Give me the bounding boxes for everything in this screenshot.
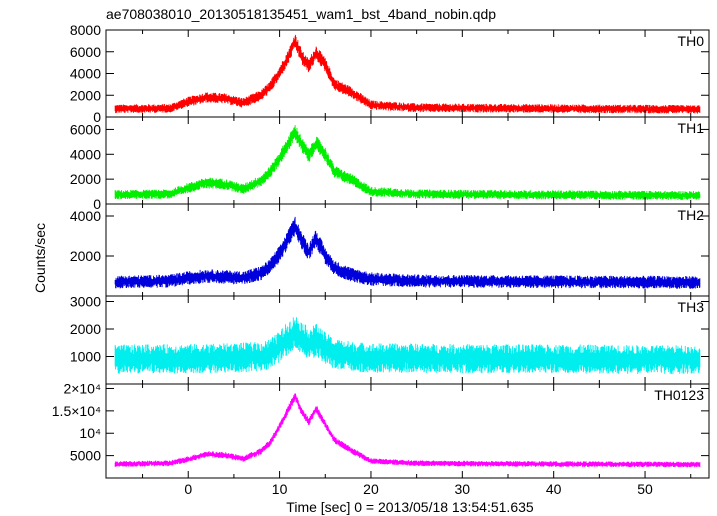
- panel-th1: 0 2000 4000 6000 TH1: [70, 116, 710, 212]
- y-tick-label: 10⁴: [79, 425, 101, 441]
- panel-label-th0: TH0: [678, 33, 705, 49]
- y-tick-label: 0: [93, 196, 101, 212]
- panels-group: 0 2000 4000 6000 8000 TH0 0 2000 4000 6000 TH1 2000…: [52, 22, 710, 479]
- x-tick-label: 50: [637, 481, 653, 497]
- y-tick-label: 2000: [70, 171, 101, 187]
- x-tick-label: 0: [184, 481, 192, 497]
- y-tick-label: 4000: [70, 208, 101, 224]
- panel-th2: 2000 4000 TH2: [70, 203, 710, 297]
- y-tick-label: 6000: [70, 44, 101, 60]
- y-tick-label: 2000: [70, 87, 101, 103]
- panel-label-th0123: TH0123: [654, 387, 704, 403]
- y-tick-label: 1000: [70, 349, 101, 365]
- series-th0: [114, 34, 701, 114]
- y-tick-label: 8000: [70, 22, 101, 38]
- x-tick-label: 10: [272, 481, 288, 497]
- series-th3: [114, 317, 701, 375]
- x-tick-labels: 0 10 20 30 40 50: [184, 481, 653, 497]
- panel-th0123: 5000 10⁴ 1.5×10⁴ 2×10⁴ TH0123: [52, 380, 710, 479]
- y-tick-label: 2×10⁴: [63, 380, 101, 396]
- panel-th0: 0 2000 4000 6000 8000 TH0: [70, 22, 710, 125]
- y-tick-label: 1.5×10⁴: [52, 403, 101, 419]
- x-axis-label: Time [sec] 0 = 2013/05/18 13:54:51.635: [286, 499, 534, 515]
- y-tick-label: 2000: [70, 248, 101, 264]
- panel-frame-th0123: [105, 383, 710, 479]
- panel-label-th2: TH2: [678, 207, 705, 223]
- x-tick-label: 20: [363, 481, 379, 497]
- series-th0123: [114, 393, 701, 468]
- panel-th3: 1000 2000 3000 TH3: [70, 294, 710, 385]
- y-tick-label: 2000: [70, 321, 101, 337]
- panel-label-th3: TH3: [678, 299, 705, 315]
- y-tick-label: 3000: [70, 294, 101, 310]
- series-th1: [114, 125, 701, 200]
- y-tick-label: 4000: [70, 66, 101, 82]
- y-tick-label: 0: [93, 109, 101, 125]
- y-tick-label: 5000: [70, 448, 101, 464]
- series-th2: [114, 216, 701, 289]
- x-tick-label: 40: [546, 481, 562, 497]
- y-axis-label: Counts/sec: [32, 223, 48, 293]
- y-tick-label: 6000: [70, 121, 101, 137]
- y-tick-label: 4000: [70, 146, 101, 162]
- panel-label-th1: TH1: [678, 120, 705, 136]
- chart-title: ae708038010_20130518135451_wam1_bst_4ban…: [106, 6, 496, 22]
- x-tick-label: 30: [455, 481, 471, 497]
